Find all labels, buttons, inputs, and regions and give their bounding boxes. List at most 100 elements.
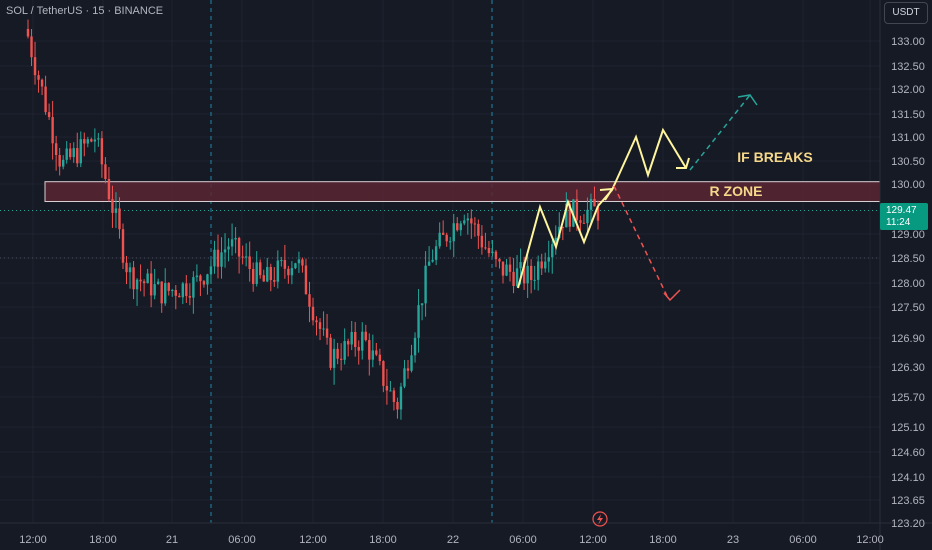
candle bbox=[350, 321, 353, 351]
candle bbox=[346, 338, 350, 357]
candle bbox=[424, 251, 427, 317]
candle bbox=[149, 261, 153, 308]
candle bbox=[118, 197, 121, 239]
candle bbox=[505, 258, 508, 277]
candle bbox=[26, 19, 30, 39]
time-tick-label: 18:00 bbox=[369, 534, 397, 546]
candle bbox=[452, 213, 455, 258]
candle bbox=[389, 381, 392, 392]
candle bbox=[79, 131, 82, 168]
price-tick-label: 132.00 bbox=[891, 84, 925, 96]
candle bbox=[339, 343, 343, 371]
candle bbox=[434, 240, 438, 266]
candle bbox=[536, 255, 540, 291]
candle bbox=[167, 282, 170, 296]
current-price-tag: 129.47 11:24 bbox=[880, 203, 928, 230]
candle bbox=[315, 316, 318, 336]
price-tick-label: 129.00 bbox=[891, 229, 925, 241]
candle bbox=[255, 251, 258, 287]
time-axis[interactable]: 12:00 18:00 21 06:00 12:00 18:00 22 06:00 12:00 1… bbox=[19, 534, 884, 546]
lightning-icon[interactable] bbox=[592, 511, 608, 527]
bearish-arrow-line bbox=[613, 185, 669, 299]
candle bbox=[47, 103, 51, 120]
candle bbox=[480, 225, 484, 255]
price-path-drawing bbox=[517, 198, 599, 289]
candle bbox=[259, 259, 262, 279]
candle bbox=[132, 261, 135, 300]
candle bbox=[396, 397, 399, 419]
candle bbox=[463, 214, 466, 226]
candle bbox=[304, 258, 308, 295]
candle bbox=[280, 256, 283, 267]
currency-button[interactable]: USDT bbox=[884, 2, 928, 24]
time-tick-label: 06:00 bbox=[789, 534, 817, 546]
candle bbox=[209, 259, 213, 284]
candle bbox=[586, 197, 589, 236]
bullish-arrowhead bbox=[737, 94, 758, 106]
candle bbox=[357, 340, 360, 365]
breakout-arrowhead bbox=[599, 187, 614, 201]
price-tick-label: 124.60 bbox=[891, 447, 925, 459]
candle bbox=[561, 226, 565, 241]
time-tick-label: 18:00 bbox=[89, 534, 117, 546]
candle bbox=[188, 283, 192, 306]
candle bbox=[533, 265, 536, 290]
candle bbox=[501, 261, 505, 284]
candle bbox=[58, 147, 61, 176]
candle bbox=[54, 135, 58, 171]
price-tick-label: 127.50 bbox=[891, 302, 925, 314]
candle bbox=[248, 241, 251, 282]
candle bbox=[125, 255, 128, 285]
price-axis[interactable]: 133.00 132.50 132.00 131.50 131.00 130.50 130.… bbox=[891, 36, 925, 530]
bearish-arrowhead bbox=[663, 289, 681, 302]
candle bbox=[385, 368, 389, 405]
candle bbox=[589, 193, 593, 226]
candle bbox=[361, 322, 364, 360]
symbol-header[interactable]: SOL / TetherUS · 15 · BINANCE bbox=[6, 5, 164, 17]
price-tick-label: 130.50 bbox=[891, 156, 925, 168]
candle bbox=[174, 285, 177, 310]
candle bbox=[178, 293, 181, 298]
candle bbox=[146, 268, 149, 284]
candle bbox=[515, 255, 519, 288]
candle bbox=[473, 217, 477, 237]
candle bbox=[301, 257, 304, 273]
candle bbox=[420, 303, 424, 321]
candle bbox=[371, 334, 375, 368]
candle bbox=[90, 137, 93, 143]
candle bbox=[128, 262, 132, 289]
time-tick-label: 21 bbox=[166, 534, 178, 546]
candle bbox=[223, 233, 227, 268]
price-tick-label: 133.00 bbox=[891, 36, 925, 48]
candle bbox=[466, 212, 470, 235]
candle bbox=[364, 324, 367, 342]
time-tick-label: 23 bbox=[727, 534, 739, 546]
candle bbox=[318, 318, 322, 341]
candle bbox=[76, 132, 79, 168]
time-tick-label: 18:00 bbox=[649, 534, 677, 546]
candle bbox=[160, 281, 163, 313]
time-tick-label: 22 bbox=[447, 534, 459, 546]
candle bbox=[399, 382, 403, 420]
candle bbox=[185, 275, 188, 303]
time-tick-label: 12:00 bbox=[19, 534, 47, 546]
candle bbox=[40, 78, 44, 96]
candle bbox=[487, 240, 491, 257]
candle bbox=[540, 253, 543, 276]
candle bbox=[392, 387, 396, 411]
candle bbox=[459, 220, 462, 236]
candle bbox=[65, 141, 68, 164]
bar-countdown: 11:24 bbox=[886, 217, 911, 228]
candle bbox=[336, 342, 339, 365]
price-tick-label: 128.50 bbox=[891, 253, 925, 265]
candle bbox=[100, 131, 104, 178]
candle bbox=[114, 192, 118, 228]
candle bbox=[206, 273, 209, 295]
candle bbox=[86, 136, 90, 148]
candle bbox=[449, 236, 452, 250]
candle bbox=[551, 240, 554, 274]
candle bbox=[329, 333, 332, 371]
candle bbox=[491, 240, 494, 257]
candle bbox=[427, 246, 431, 267]
